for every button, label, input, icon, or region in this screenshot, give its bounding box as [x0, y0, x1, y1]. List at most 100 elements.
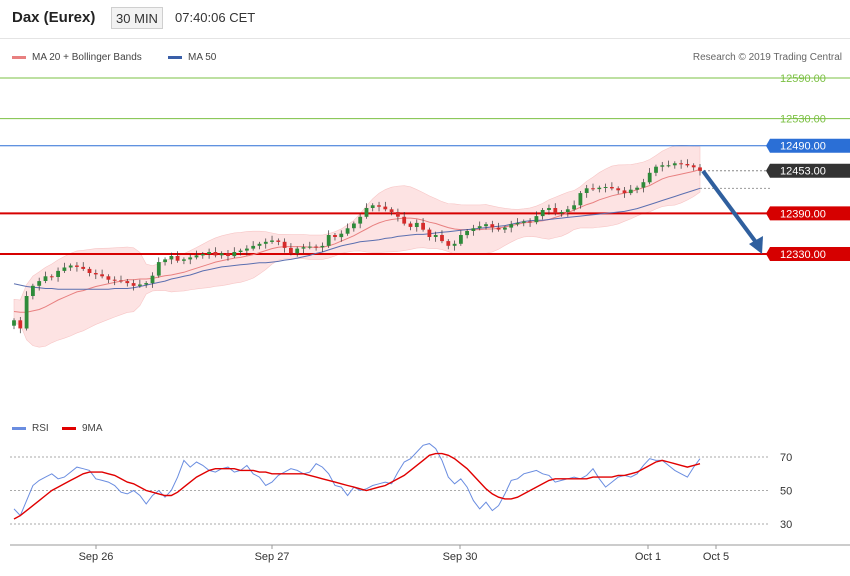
ma50-legend-swatch: [168, 55, 182, 59]
candle-body: [433, 235, 438, 237]
candle-body: [263, 241, 268, 244]
candle-body: [87, 268, 92, 273]
candle-body: [320, 245, 325, 248]
candle-body: [452, 243, 457, 246]
candle-body: [314, 246, 318, 248]
candle-body: [490, 224, 495, 228]
candle-body: [56, 270, 60, 277]
candle-body: [112, 279, 117, 281]
candle-body: [119, 280, 123, 282]
candle-body: [622, 190, 627, 194]
candle-body: [377, 205, 381, 207]
candle-body: [358, 216, 363, 224]
candle-body: [93, 273, 98, 275]
candle-body: [138, 284, 142, 286]
candle-body: [200, 254, 205, 256]
candle-body: [565, 209, 570, 212]
level-label-target: 12590.00: [780, 73, 826, 85]
level-label-box-support: [766, 247, 850, 261]
candle-body: [62, 267, 67, 271]
rsi-ma-legend-swatch: [62, 426, 76, 430]
candle-body: [43, 276, 48, 281]
candle-body: [182, 259, 186, 261]
candle-body: [515, 222, 520, 225]
projection-arrow-head: [749, 236, 763, 254]
candle-body: [213, 252, 218, 256]
candle-body: [24, 296, 29, 329]
candle-body: [698, 167, 702, 171]
candle-body: [628, 189, 633, 194]
candle-body: [396, 212, 400, 217]
candle-body: [389, 209, 394, 212]
candle-body: [484, 224, 488, 227]
candle-body: [647, 172, 652, 183]
timeframe-button[interactable]: 30 MIN: [111, 7, 163, 29]
candle-body: [270, 240, 274, 242]
candle-body: [521, 221, 526, 223]
candle-body: [226, 253, 230, 256]
x-tick-label: Sep 27: [255, 551, 290, 563]
candle-body: [610, 187, 614, 189]
candle-body: [12, 320, 16, 326]
level-label-support: 12330.00: [780, 249, 826, 261]
candle-body: [251, 245, 256, 249]
rsi-tick-label: 50: [780, 486, 792, 498]
candle-body: [603, 187, 608, 188]
instrument-title: Dax (Eurex): [12, 9, 96, 26]
candle-body: [572, 205, 576, 210]
candle-body: [440, 235, 444, 242]
candle-body: [339, 233, 344, 238]
rsi-legend-label: RSI: [32, 423, 49, 434]
candle-body: [68, 265, 73, 268]
candle-body: [666, 165, 671, 167]
candle-body: [295, 248, 300, 254]
candle-body: [591, 188, 595, 190]
level-label-box-support: [766, 206, 850, 221]
x-tick-label: Sep 30: [443, 551, 478, 563]
candle-body: [584, 188, 589, 193]
candle-body: [144, 283, 149, 285]
candle-body: [37, 281, 42, 286]
candle-body: [301, 247, 306, 249]
candle-body: [150, 275, 155, 284]
candle-body: [276, 240, 281, 242]
level-label-box-current: [766, 163, 850, 178]
chart-header: Dax (Eurex) 30 MIN 07:40:06 CET: [0, 0, 850, 38]
candle-body: [156, 262, 161, 276]
candle-body: [100, 274, 104, 277]
candle-body: [345, 228, 350, 234]
candle-body: [232, 252, 237, 257]
candle-body: [125, 281, 130, 284]
candle-body: [370, 205, 375, 208]
ma50-legend-label: MA 50: [188, 52, 217, 63]
candle-body: [559, 212, 564, 214]
rsi-legend-swatch: [12, 426, 26, 430]
candle-body: [207, 252, 211, 254]
candle-body: [691, 165, 696, 168]
candle-body: [383, 206, 388, 210]
candle-body: [18, 320, 23, 329]
candle-body: [477, 226, 482, 229]
candle-body: [81, 266, 86, 269]
bollinger-band: [13, 145, 701, 348]
candle-body: [547, 208, 551, 210]
ma50-line: [13, 187, 701, 290]
candle-body: [471, 228, 476, 231]
x-tick-label: Sep 26: [79, 551, 114, 563]
candle-body: [169, 256, 174, 260]
candle-body: [282, 241, 287, 248]
candle-body: [364, 208, 369, 217]
candle-body: [333, 235, 337, 237]
projection-arrow-shaft: [701, 169, 760, 247]
candle-body: [194, 255, 199, 258]
candle-body: [175, 256, 180, 261]
candle-body: [131, 283, 136, 286]
rsi-tick-label: 70: [780, 452, 792, 464]
candle-body: [326, 235, 331, 246]
candle-body: [616, 188, 621, 191]
candle-body: [459, 235, 463, 244]
candle-body: [238, 250, 243, 252]
candle-body: [188, 257, 193, 260]
rsi-legend: RSI: [12, 423, 49, 434]
